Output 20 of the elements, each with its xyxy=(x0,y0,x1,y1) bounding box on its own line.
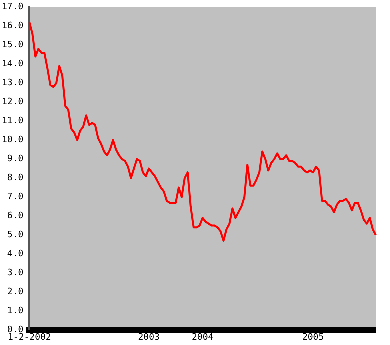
y-tick-label: 6.0 xyxy=(7,212,24,222)
y-tick-label: 8.0 xyxy=(7,174,24,184)
y-tick-label: 10.0 xyxy=(2,136,24,146)
y-tick-label: 9.0 xyxy=(7,154,24,165)
y-tick-label: 4.0 xyxy=(7,250,24,260)
y-tick-label: 14.0 xyxy=(2,60,24,70)
y-tick-label: 3.0 xyxy=(7,268,24,279)
y-tick-label: 1.0 xyxy=(7,306,24,317)
y-tick-label: 16.0 xyxy=(2,22,24,32)
y-tick-label: 7.0 xyxy=(7,192,24,203)
y-tick-label: 17.0 xyxy=(2,2,24,13)
x-tick-label: 2005 xyxy=(302,332,324,343)
y-tick-label: 2.0 xyxy=(7,288,24,298)
x-tick-label: 2003 xyxy=(138,332,160,343)
x-tick-label: 2004 xyxy=(192,332,214,343)
y-tick-label: 13.0 xyxy=(2,78,24,89)
y-tick-label: 15.0 xyxy=(2,40,24,51)
y-tick-label: 12.0 xyxy=(2,98,24,108)
y-tick-label: 5.0 xyxy=(7,230,24,241)
y-tick-label: 11.0 xyxy=(2,116,24,127)
